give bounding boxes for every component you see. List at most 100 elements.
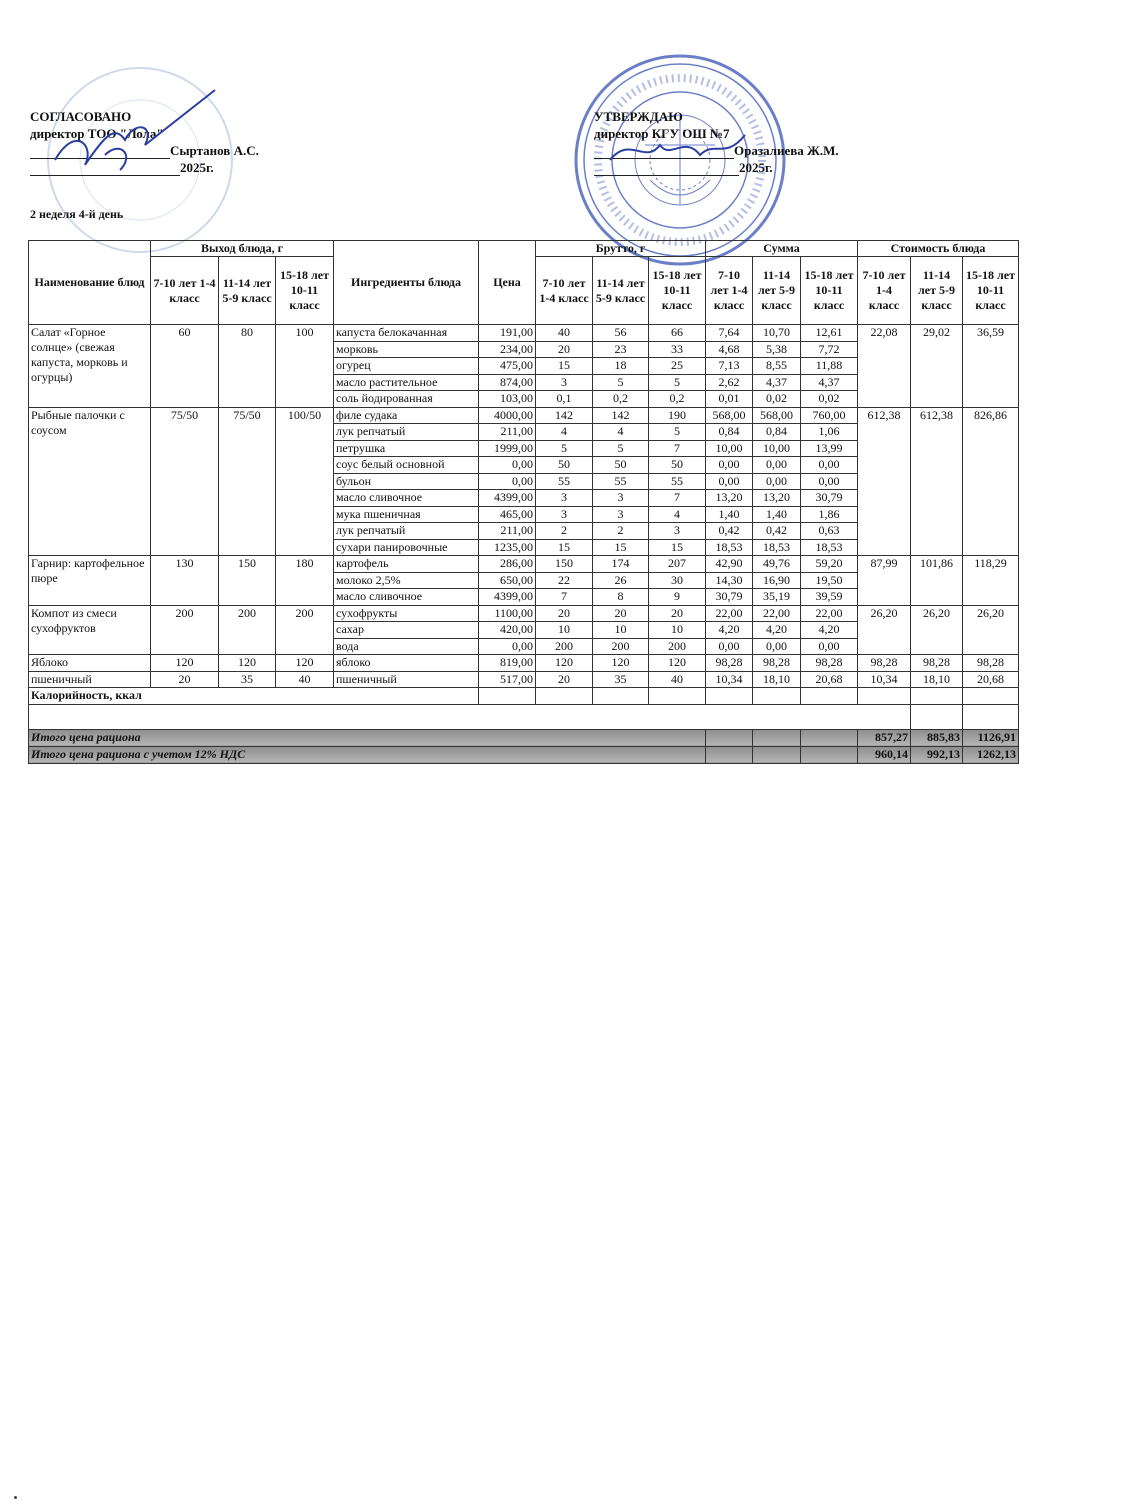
dish-cost: 26,20 [910,604,963,655]
header-output-age-0: 7-10 лет 1-4 класс [150,256,219,325]
ingredient-brutto: 3 [535,373,593,391]
ingredient-sum: 2,62 [705,373,753,391]
ingredient-brutto: 5 [535,439,593,457]
empty-cell [705,745,753,764]
table-row: вода 0,00 200 200 200 0,00 0,00 0,00 [29,637,1019,655]
dish-output: 80 [218,324,276,408]
ingredient-brutto: 20 [648,604,706,622]
total-value: 960,14 [857,745,911,764]
dish-name: Рыбные палочки с соусом [28,406,151,556]
ingredient-brutto: 4 [535,423,593,441]
ingredient-sum: 0,42 [752,522,801,540]
dish-output: 40 [275,670,334,688]
ingredient-sum: 0,00 [705,637,753,655]
calorie-row: Калорийность, ккал [28,687,1019,705]
ingredient-brutto: 66 [648,324,706,342]
ingredient-sum: 22,00 [752,604,801,622]
approval-left: СОГЛАСОВАНО директор ТОО "Лола" Сыртанов… [30,108,259,176]
ingredient-price: 1235,00 [478,538,536,556]
empty-cell [752,728,801,747]
ingredient-name: лук репчатый [333,423,479,441]
ingredient-brutto: 7 [648,489,706,507]
dish-output: 200 [275,604,334,655]
ingredient-brutto: 5 [592,373,649,391]
empty-cell [648,687,706,705]
ingredient-name: молоко 2,5% [333,571,479,589]
ingredient-sum: 0,00 [705,472,753,490]
ingredient-brutto: 10 [648,621,706,639]
total-label: Итого цена рациона [28,728,706,747]
ingredient-sum: 0,01 [705,390,753,408]
ingredient-price: 286,00 [478,555,536,573]
ingredient-name: мука пшеничная [333,505,479,523]
ingredient-brutto: 7 [535,588,593,606]
total-value: 992,13 [910,745,963,764]
table-row: соль йодированная 103,00 0,1 0,2 0,2 0,01 0,02… [29,390,1019,408]
ingredient-brutto: 5 [648,373,706,391]
ingredient-sum: 0,42 [705,522,753,540]
ingredient-brutto: 15 [592,538,649,556]
ingredient-sum: 18,53 [752,538,801,556]
table-row: Гарнир: картофельное пюре 130 150 180 картоф… [28,555,1019,606]
ingredient-name: сухари панировочные [333,538,479,556]
table-row: Салат «Горное солнце» (свежая капуста, м… [28,324,1019,408]
ingredient-sum: 13,99 [800,439,858,457]
ingredient-sum: 10,00 [705,439,753,457]
table-row: петрушка 1999,00 5 5 7 10,00 10,00 13,99 [29,439,1019,457]
empty-cell [752,687,801,705]
ingredient-sum: 7,72 [800,340,858,358]
dish-cost: 20,68 [962,670,1019,688]
ingredient-name: масло сливочное [333,588,479,606]
ingredient-sum: 98,28 [705,654,753,672]
dish-output: 130 [150,555,219,606]
ingredient-sum: 1,40 [752,505,801,523]
ingredient-brutto: 8 [592,588,649,606]
ingredient-sum: 20,68 [800,670,858,688]
table-row: сахар 420,00 10 10 10 4,20 4,20 4,20 [29,621,1019,639]
dish-name: Салат «Горное солнце» (свежая капуста, м… [28,324,151,408]
ingredient-name: соус белый основной [333,456,479,474]
dish-cost: 612,38 [857,406,911,556]
left-title: СОГЛАСОВАНО [30,109,132,124]
ingredient-brutto: 0,2 [648,390,706,408]
ingredient-brutto: 3 [592,489,649,507]
ingredient-brutto: 55 [535,472,593,490]
ingredient-sum: 4,68 [705,340,753,358]
ingredient-brutto: 15 [535,538,593,556]
total-row: Итого цена рациона с учетом 12% НДС 960,1… [28,745,1019,764]
dish-output: 75/50 [218,406,276,556]
dish-cost: 98,28 [857,654,911,672]
empty-cell [800,728,858,747]
ingredient-price: 234,00 [478,340,536,358]
total-row: Итого цена рациона 857,27 885,83 1126,91 [28,728,1019,747]
header-brutto-age-1: 11-14 лет 5-9 класс [592,256,649,325]
empty-cell [800,745,858,764]
ingredient-price: 1100,00 [478,604,536,622]
ingredient-price: 650,00 [478,571,536,589]
ingredient-sum: 30,79 [800,489,858,507]
ingredient-sum: 35,19 [752,588,801,606]
ingredient-brutto: 3 [592,505,649,523]
dish-output: 120 [275,654,334,672]
ingredient-brutto: 10 [535,621,593,639]
ingredient-price: 475,00 [478,357,536,375]
header-brutto: Брутто, г [535,240,706,257]
ingredient-sum: 1,06 [800,423,858,441]
ingredient-brutto: 22 [535,571,593,589]
ingredient-name: огурец [333,357,479,375]
total-value: 857,27 [857,728,911,747]
ingredient-sum: 19,50 [800,571,858,589]
empty-cell [478,687,536,705]
ingredient-brutto: 55 [648,472,706,490]
right-name: Оразалиева Ж.М. [734,143,839,158]
ingredient-sum: 0,00 [752,472,801,490]
ingredient-brutto: 190 [648,406,706,424]
ingredient-brutto: 0,1 [535,390,593,408]
ingredient-price: 4399,00 [478,489,536,507]
ingredient-price: 0,00 [478,472,536,490]
ingredient-sum: 4,37 [752,373,801,391]
ingredient-price: 4000,00 [478,406,536,424]
ingredient-price: 1999,00 [478,439,536,457]
table-row: Компот из смеси сухофруктов 200 200 200 сухо… [28,604,1019,655]
ingredient-brutto: 200 [648,637,706,655]
